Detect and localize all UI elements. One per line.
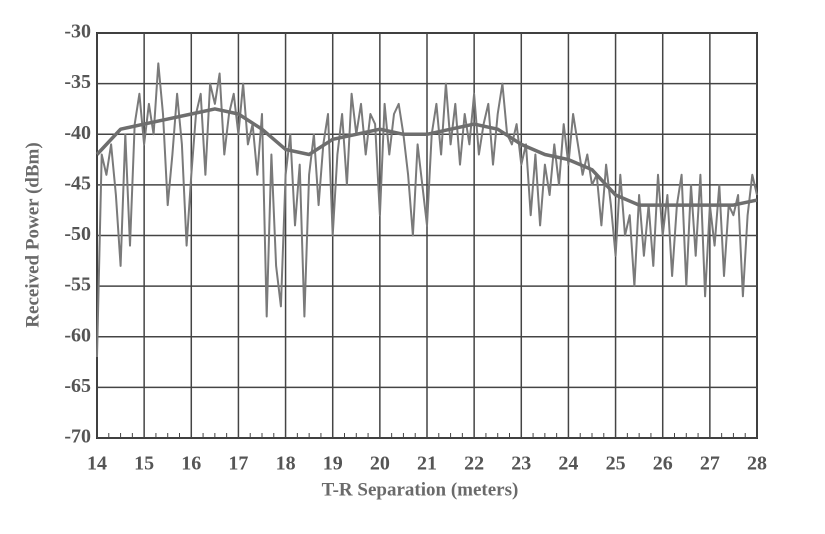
x-tick-label: 24 <box>558 453 578 475</box>
y-tick-label: -35 <box>64 71 91 93</box>
y-tick-label: -45 <box>64 172 91 194</box>
series-line <box>96 62 758 358</box>
y-tick-label: -60 <box>64 324 91 346</box>
x-tick-label: 18 <box>276 453 296 475</box>
x-tick-label: 26 <box>653 453 673 475</box>
x-tick-label: 14 <box>87 453 107 475</box>
x-tick-label: 23 <box>511 453 531 475</box>
x-tick-label: 22 <box>464 453 484 475</box>
x-tick-label: 17 <box>228 453 248 475</box>
y-axis-label: Received Power (dBm) <box>22 142 43 327</box>
x-tick-label: 21 <box>417 453 437 475</box>
x-tick-label: 27 <box>700 453 720 475</box>
y-tick-label: -40 <box>64 122 91 144</box>
x-axis-label: T-R Separation (meters) <box>322 479 519 500</box>
x-tick-label: 15 <box>134 453 154 475</box>
x-tick-label: 28 <box>747 453 767 475</box>
x-tick-label: 20 <box>370 453 390 475</box>
x-tick-label: 19 <box>323 453 343 475</box>
series-line <box>95 107 758 207</box>
y-tick-label: -50 <box>64 223 91 245</box>
x-tick-label: 25 <box>606 453 626 475</box>
y-tick-label: -70 <box>64 426 91 448</box>
x-tick-label: 16 <box>181 453 201 475</box>
y-tick-label: -65 <box>64 375 91 397</box>
y-tick-label: -55 <box>64 274 91 296</box>
y-tick-label: -30 <box>64 21 91 43</box>
